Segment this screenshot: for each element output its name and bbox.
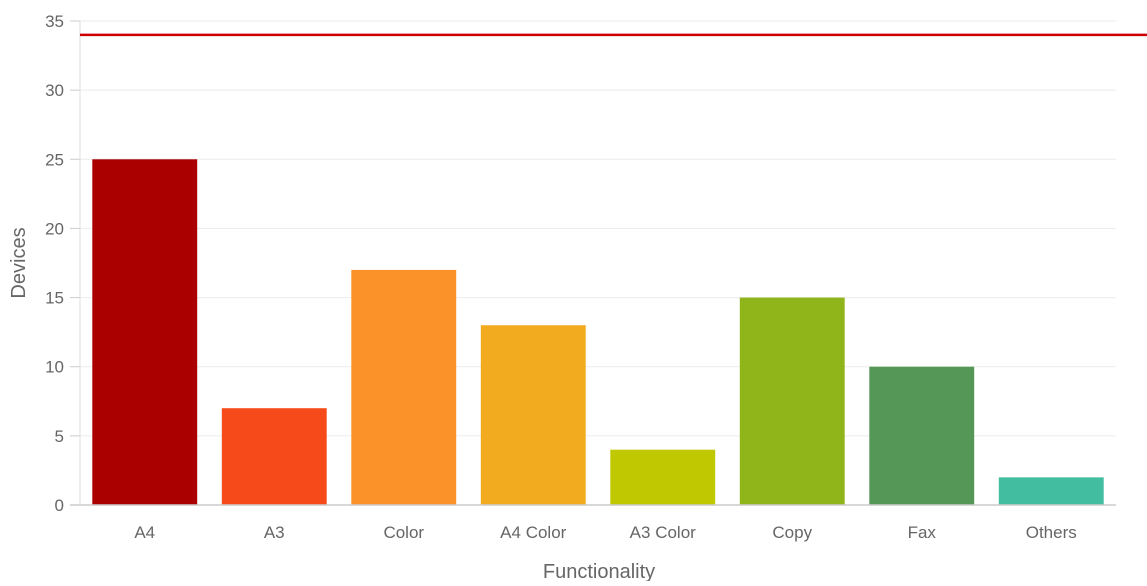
bar-a4[interactable] bbox=[92, 159, 198, 506]
y-tick-label: 0 bbox=[55, 496, 64, 515]
bar-a4-color[interactable] bbox=[480, 325, 586, 505]
grid-lines bbox=[80, 20, 1116, 437]
bar-a3-color[interactable] bbox=[610, 449, 716, 505]
x-tick-label: A4 bbox=[134, 523, 155, 542]
x-tick-label: A4 Color bbox=[500, 523, 566, 542]
y-tick-label: 5 bbox=[55, 427, 64, 446]
y-axis-title: Devices bbox=[8, 227, 30, 298]
y-tick-label: 35 bbox=[45, 12, 64, 31]
bar-others[interactable] bbox=[998, 477, 1104, 505]
bar-color[interactable] bbox=[351, 269, 457, 505]
axes: 0 5 10 15 20 25 30 35 A4 A3 Color A4 Color A3 Color C… bbox=[45, 12, 1116, 542]
bar-a3[interactable] bbox=[221, 408, 327, 505]
y-tick-label: 10 bbox=[45, 358, 64, 377]
y-tick-label: 25 bbox=[45, 150, 64, 169]
y-tick-label: 30 bbox=[45, 81, 64, 100]
x-tick-label: Color bbox=[383, 523, 424, 542]
y-tick-label: 20 bbox=[45, 219, 64, 238]
bar-copy[interactable] bbox=[739, 297, 845, 505]
x-tick-label: Copy bbox=[772, 523, 812, 542]
bar-fax[interactable] bbox=[869, 366, 975, 505]
y-tick-label: 15 bbox=[45, 289, 64, 308]
x-tick-label: A3 Color bbox=[630, 523, 696, 542]
x-tick-label: Fax bbox=[908, 523, 937, 542]
x-tick-label: Others bbox=[1026, 523, 1077, 542]
bars bbox=[92, 159, 1104, 506]
x-axis-title: Functionality bbox=[543, 561, 655, 581]
x-tick-label: A3 bbox=[264, 523, 285, 542]
